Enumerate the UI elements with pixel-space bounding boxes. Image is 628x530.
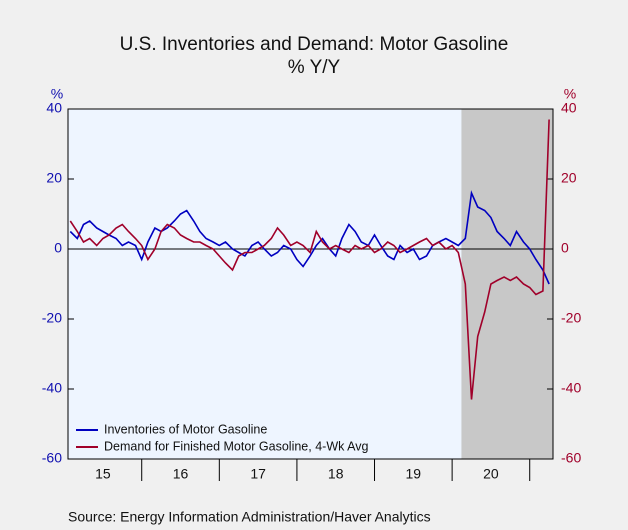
recession-shade (461, 109, 553, 459)
legend-label: Inventories of Motor Gasoline (104, 422, 267, 436)
x-tick-label: 20 (483, 466, 499, 482)
source: Source: Energy Information Administratio… (68, 509, 431, 525)
legend-label: Demand for Finished Motor Gasoline, 4-Wk… (104, 439, 369, 453)
y-tick-label: 0 (54, 240, 62, 256)
y2-tick-label: -40 (561, 380, 581, 396)
chart-subtitle: % Y/Y (288, 57, 341, 78)
x-tick-label: 17 (250, 466, 266, 482)
series-line (69, 190, 550, 285)
series-line (69, 119, 550, 400)
y-tick-label: -40 (42, 380, 62, 396)
y2-tick-label: 20 (561, 170, 577, 186)
y2-tick-label: -20 (561, 310, 581, 326)
x-tick-label: 16 (173, 466, 189, 482)
x-tick-label: 15 (95, 466, 111, 482)
y2-tick-label: -60 (561, 450, 581, 466)
y2-unit: % (564, 86, 576, 102)
y-unit: % (51, 86, 63, 102)
y2-tick-label: 40 (561, 100, 577, 116)
y-tick-label: -20 (42, 310, 62, 326)
y-tick-label: 40 (46, 100, 62, 116)
plot-frame (67, 108, 554, 460)
y-tick-label: 20 (46, 170, 62, 186)
y-tick-label: -60 (42, 450, 62, 466)
x-tick-label: 18 (328, 466, 344, 482)
x-tick-label: 19 (406, 466, 422, 482)
chart-title: U.S. Inventories and Demand: Motor Gasol… (120, 34, 509, 55)
y2-tick-label: 0 (561, 240, 569, 256)
